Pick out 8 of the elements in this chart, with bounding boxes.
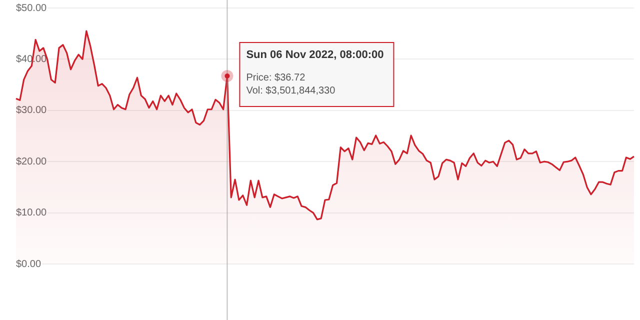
annotation: Vol: $3,501,844,330 [246, 86, 336, 97]
y-tick-label: $10.00 [16, 208, 48, 219]
annotation: Sun 06 Nov 2022, 08:00:00 [246, 49, 384, 62]
y-tick-label: $20.00 [16, 156, 48, 168]
y-tick-label: $0.00 [16, 258, 42, 270]
annotation: Price: $36.72 [246, 72, 306, 84]
y-tick-label: $30.00 [16, 105, 48, 116]
y-tick-label: $50.00 [16, 2, 48, 14]
